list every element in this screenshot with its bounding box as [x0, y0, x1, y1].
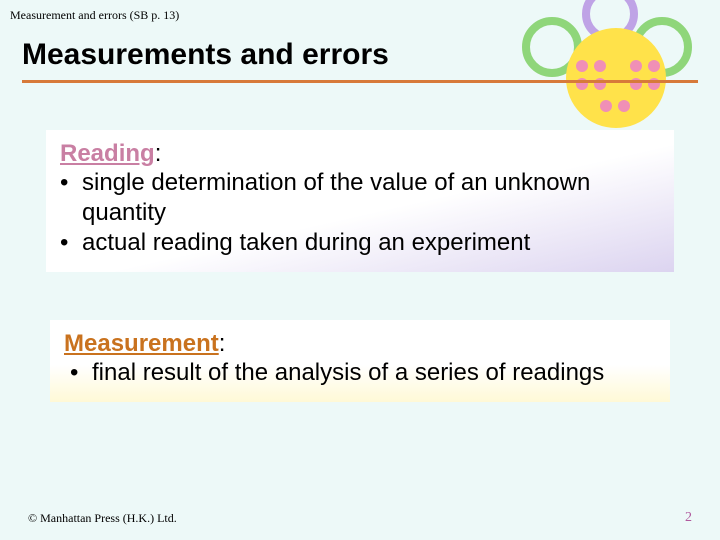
header-reference: Measurement and errors (SB p. 13) — [10, 8, 179, 23]
bullet-text: single determination of the value of an … — [82, 168, 660, 228]
bullet-dot: • — [60, 168, 82, 198]
measurement-colon: : — [219, 330, 226, 357]
measurement-bullets: •final result of the analysis of a serie… — [64, 358, 656, 388]
page-title: Measurements and errors — [22, 38, 389, 72]
reading-title: Reading — [60, 140, 155, 167]
measurement-title: Measurement — [64, 330, 219, 357]
measurement-box: Measurement: •final result of the analys… — [50, 320, 670, 402]
bullet-item: •actual reading taken during an experime… — [60, 228, 660, 258]
decor-circle — [618, 100, 630, 112]
reading-heading-row: Reading: — [60, 140, 660, 168]
reading-bullets: •single determination of the value of an… — [60, 168, 660, 258]
reading-box: Reading: •single determination of the va… — [46, 130, 674, 272]
page-number: 2 — [685, 510, 692, 526]
decor-circle — [648, 60, 660, 72]
bullet-item: •final result of the analysis of a serie… — [64, 358, 656, 388]
footer-copyright: © Manhattan Press (H.K.) Ltd. — [28, 511, 177, 526]
decor-circle — [576, 60, 588, 72]
bullet-dot: • — [70, 358, 92, 388]
reading-colon: : — [155, 140, 162, 167]
bullet-dot: • — [60, 228, 82, 258]
title-underline — [22, 80, 698, 83]
decor-circle — [630, 60, 642, 72]
bullet-item: •single determination of the value of an… — [60, 168, 660, 228]
decor-circle — [600, 100, 612, 112]
decor-circle — [594, 60, 606, 72]
measurement-heading-row: Measurement: — [64, 330, 656, 358]
slide: Measurement and errors (SB p. 13) Measur… — [0, 0, 720, 540]
bullet-text: final result of the analysis of a series… — [92, 358, 656, 388]
bullet-text: actual reading taken during an experimen… — [82, 228, 660, 258]
